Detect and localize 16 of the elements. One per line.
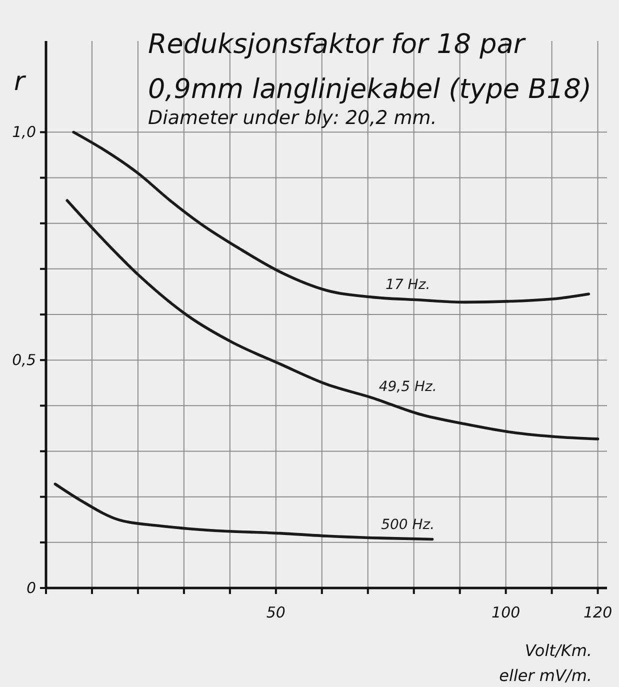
line-series [66,199,600,440]
text: Diameter under bly: 20,2 mm. [148,107,437,129]
series-label: 17 Hz. [386,276,430,293]
line-series [72,130,590,304]
x-tick-label: 100 [492,604,520,622]
y-axis-title: r [14,67,27,97]
x-tick-label: 120 [583,604,612,622]
series-label: 500 Hz. [381,517,435,534]
y-tick-label: 1,0 [12,122,36,141]
y-tick-label: 0 [26,578,36,597]
line-series [54,482,434,541]
y-tick-label: 0,5 [12,350,36,369]
x-tick-label: 50 [266,604,286,622]
chart-title: Reduksjonsfaktor for 18 par 0,9mm langlinjekabel (type B18) [148,29,592,105]
series-label: 49,5 Hz. [378,379,437,396]
x-axis-title: Volt/Km. eller mV/m. [499,641,592,685]
